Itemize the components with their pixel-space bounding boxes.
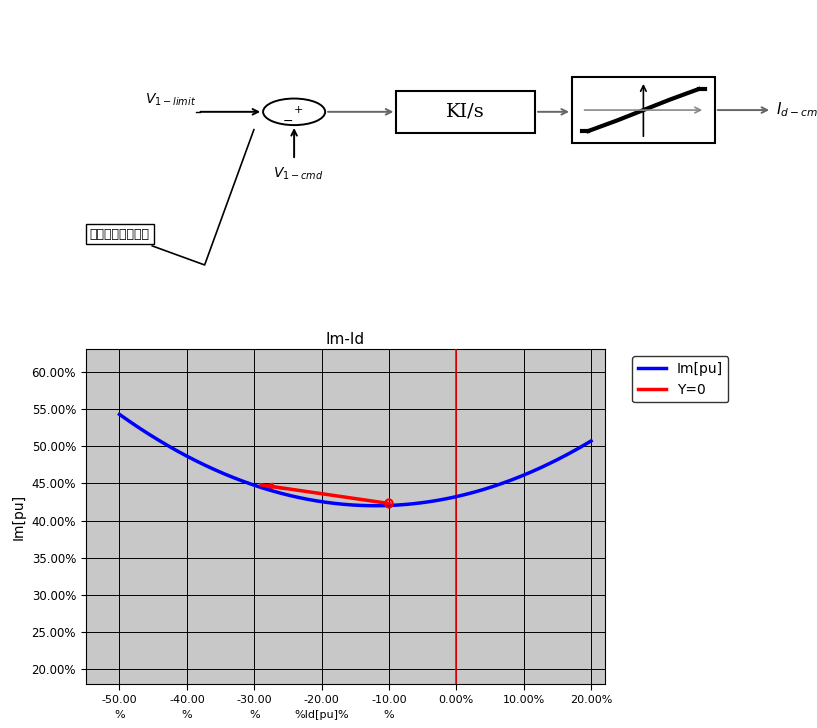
Text: %: % <box>384 711 395 721</box>
Text: KI/s: KI/s <box>446 103 485 121</box>
Text: $I_{d-cmd}$: $I_{d-cmd}$ <box>776 100 817 119</box>
Text: %: % <box>114 711 125 721</box>
Text: $V_{1-limit}$: $V_{1-limit}$ <box>145 91 196 108</box>
Title: Im-Id: Im-Id <box>326 332 364 347</box>
Legend: Im[pu], Y=0: Im[pu], Y=0 <box>632 357 729 403</box>
Text: -40.00: -40.00 <box>169 695 205 705</box>
Text: 20.00%: 20.00% <box>570 695 612 705</box>
Text: 10.00%: 10.00% <box>502 695 545 705</box>
Text: −: − <box>283 115 292 128</box>
Bar <box>572 77 715 143</box>
Bar <box>396 91 535 132</box>
Text: +: + <box>293 105 303 115</box>
Text: $V_{1-cmd}$: $V_{1-cmd}$ <box>273 165 324 182</box>
Y-axis label: Im[pu]: Im[pu] <box>12 494 26 540</box>
Text: -10.00: -10.00 <box>371 695 407 705</box>
Text: 0.00%: 0.00% <box>439 695 474 705</box>
Text: -30.00: -30.00 <box>236 695 272 705</box>
Text: %: % <box>181 711 192 721</box>
Text: %: % <box>249 711 260 721</box>
Text: -20.00: -20.00 <box>304 695 340 705</box>
Text: -50.00: -50.00 <box>101 695 137 705</box>
Text: %Id[pu]%: %Id[pu]% <box>294 711 349 721</box>
Text: 弱磁控制动作方向: 弱磁控制动作方向 <box>90 130 254 265</box>
